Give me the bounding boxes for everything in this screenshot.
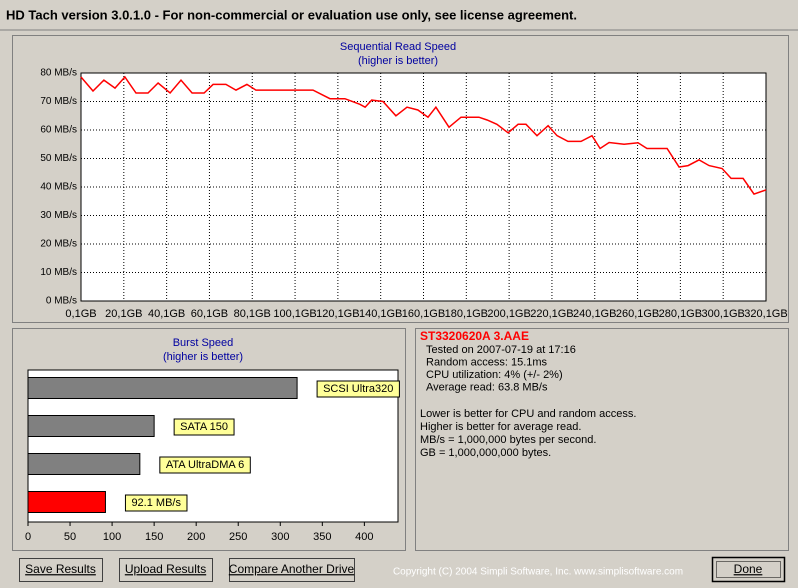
bar bbox=[27, 415, 155, 437]
x-tick-label: 200 bbox=[187, 531, 205, 543]
bar bbox=[27, 491, 106, 513]
drive-name: ST3320620A 3.AAE bbox=[420, 329, 529, 343]
chart-title: Burst Speed bbox=[173, 337, 234, 349]
button[interactable]: Compare Another Drive bbox=[229, 558, 355, 582]
x-tick-label: 50 bbox=[64, 531, 76, 543]
x-tick-label: 40,1GB bbox=[148, 308, 185, 320]
y-tick-label: 10 MB/s bbox=[40, 267, 77, 278]
chart-subtitle: (higher is better) bbox=[358, 55, 438, 67]
x-tick-label: 20,1GB bbox=[105, 308, 142, 320]
note: Lower is better for CPU and random acces… bbox=[420, 408, 636, 420]
plot-border bbox=[80, 72, 767, 302]
x-tick-label: 180,1GB bbox=[445, 308, 488, 320]
x-tick-label: 0,1GB bbox=[65, 308, 96, 320]
y-tick-label: 60 MB/s bbox=[40, 125, 77, 136]
x-tick-label: 80,1GB bbox=[234, 308, 271, 320]
x-tick-label: 120,1GB bbox=[316, 308, 359, 320]
bar-label: SCSI Ultra320 bbox=[323, 383, 393, 395]
read-line bbox=[80, 75, 767, 195]
bar bbox=[27, 377, 298, 399]
bar-label: 92.1 MB/s bbox=[131, 497, 181, 509]
button-frame[interactable] bbox=[119, 558, 213, 582]
x-tick-label: 200,1GB bbox=[487, 308, 530, 320]
x-tick-label: 240,1GB bbox=[573, 308, 616, 320]
label-box bbox=[173, 418, 235, 436]
bar-label: ATA UltraDMA 6 bbox=[166, 459, 244, 471]
y-tick-label: 80 MB/s bbox=[40, 68, 77, 79]
label-box bbox=[159, 456, 251, 474]
x-tick-label: 400 bbox=[355, 531, 373, 543]
x-tick-label: 100,1GB bbox=[273, 308, 316, 320]
drive-detail: Random access: 15.1ms bbox=[426, 357, 548, 369]
x-tick-label: 300 bbox=[271, 531, 289, 543]
y-tick-label: 40 MB/s bbox=[40, 182, 77, 193]
done-button[interactable]: Done bbox=[711, 556, 786, 583]
x-tick-label: 250 bbox=[229, 531, 247, 543]
x-tick-label: 350 bbox=[313, 531, 331, 543]
x-tick-label: 260,1GB bbox=[616, 308, 659, 320]
button[interactable]: Upload Results bbox=[119, 558, 213, 582]
bar bbox=[27, 453, 141, 475]
button[interactable]: Save Results bbox=[19, 558, 103, 582]
y-tick-label: 50 MB/s bbox=[40, 153, 77, 164]
drive-detail: CPU utilization: 4% (+/- 2%) bbox=[426, 369, 563, 381]
focus-ring bbox=[716, 561, 781, 578]
window-title: HD Tach version 3.0.1.0 - For non-commer… bbox=[6, 7, 577, 22]
bar-label: SATA 150 bbox=[180, 421, 228, 433]
note: MB/s = 1,000,000 bytes per second. bbox=[420, 434, 596, 446]
button-label[interactable]: Compare Another Drive bbox=[229, 562, 355, 576]
x-tick-label: 320,1GB bbox=[744, 308, 787, 320]
chart-subtitle: (higher is better) bbox=[163, 351, 243, 363]
y-tick-label: 30 MB/s bbox=[40, 210, 77, 221]
button-label[interactable]: Done bbox=[734, 562, 763, 576]
button-frame[interactable] bbox=[19, 558, 103, 582]
x-tick-label: 220,1GB bbox=[530, 308, 573, 320]
drive-detail: Tested on 2007-07-19 at 17:16 bbox=[426, 344, 576, 356]
x-tick-label: 160,1GB bbox=[402, 308, 445, 320]
chart-title: Sequential Read Speed bbox=[340, 41, 456, 53]
x-tick-label: 60,1GB bbox=[191, 308, 228, 320]
button-label[interactable]: Save Results bbox=[25, 562, 96, 576]
x-tick-label: 0 bbox=[25, 531, 31, 543]
button-label[interactable]: Upload Results bbox=[125, 562, 206, 576]
x-tick-label: 150 bbox=[145, 531, 163, 543]
x-tick-label: 300,1GB bbox=[701, 308, 744, 320]
drive-detail: Average read: 63.8 MB/s bbox=[426, 382, 548, 394]
y-tick-label: 20 MB/s bbox=[40, 239, 77, 250]
note: GB = 1,000,000,000 bytes. bbox=[420, 447, 551, 459]
info-panel bbox=[415, 328, 789, 551]
y-tick-label: 70 MB/s bbox=[40, 96, 77, 107]
label-box bbox=[316, 380, 400, 398]
x-tick-label: 140,1GB bbox=[359, 308, 402, 320]
note: Higher is better for average read. bbox=[420, 421, 581, 433]
title-bar bbox=[0, 0, 798, 30]
label-box bbox=[124, 494, 188, 512]
button-row: Save Results Upload Results Compare Anothe… bbox=[19, 558, 355, 582]
y-tick-label: 0 MB/s bbox=[46, 296, 77, 307]
x-tick-label: 100 bbox=[103, 531, 121, 543]
button-frame[interactable] bbox=[229, 558, 355, 582]
copyright: Copyright (C) 2004 Simpli Software, Inc.… bbox=[393, 567, 683, 578]
x-tick-label: 280,1GB bbox=[659, 308, 702, 320]
